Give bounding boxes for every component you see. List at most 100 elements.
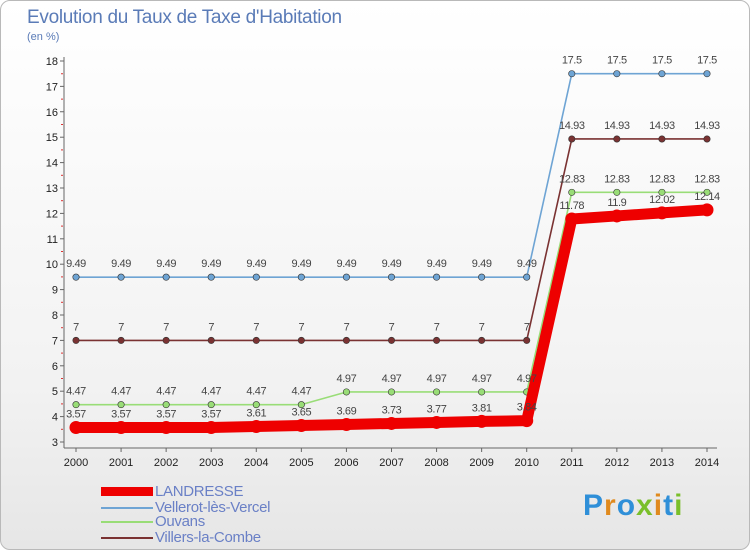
x-tick-label: 2009 — [469, 457, 493, 469]
series-point-2 — [703, 188, 711, 196]
data-label-0: 3.65 — [291, 406, 311, 418]
y-tick-label: 12 — [46, 208, 58, 220]
y-tick-label: 6 — [52, 361, 58, 373]
series-point-1 — [613, 70, 621, 78]
series-point-1 — [162, 273, 170, 281]
series-point-0 — [610, 209, 624, 223]
series-point-0 — [700, 203, 714, 217]
series-point-2 — [252, 401, 260, 409]
data-label-2: 4.97 — [382, 373, 402, 385]
x-tick-label: 2011 — [560, 457, 584, 469]
legend-swatch — [101, 507, 153, 509]
x-tick-label: 2013 — [650, 457, 674, 469]
series-point-2 — [568, 188, 576, 196]
data-label-3: 14.93 — [604, 120, 630, 132]
y-tick-label: 17 — [46, 81, 58, 93]
logo-letter: o — [616, 489, 637, 522]
series-point-3 — [252, 336, 260, 344]
y-tick-label: 10 — [46, 259, 58, 271]
series-point-0 — [520, 414, 534, 428]
x-tick-label: 2012 — [605, 457, 629, 469]
series-point-2 — [207, 401, 215, 409]
data-label-3: 7 — [389, 321, 395, 333]
series-point-3 — [207, 336, 215, 344]
series-point-2 — [162, 401, 170, 409]
x-tick-label: 2010 — [514, 457, 538, 469]
series-point-1 — [207, 273, 215, 281]
series-point-0 — [294, 418, 308, 432]
series-point-3 — [117, 336, 125, 344]
series-point-3 — [568, 135, 576, 143]
series-point-2 — [658, 188, 666, 196]
series-point-1 — [117, 273, 125, 281]
data-label-3: 14.93 — [694, 120, 720, 132]
data-label-0: 3.84 — [517, 402, 537, 414]
data-label-3: 7 — [434, 321, 440, 333]
chart-title: Evolution du Taux de Taxe d'Habitation — [27, 7, 342, 28]
data-label-0: 12.02 — [649, 194, 675, 206]
data-label-0: 3.57 — [66, 409, 86, 421]
data-label-2: 12.83 — [649, 173, 675, 185]
data-label-3: 7 — [73, 321, 79, 333]
y-tick-label: 5 — [52, 386, 58, 398]
series-point-0 — [565, 212, 579, 226]
data-label-1: 9.49 — [382, 258, 402, 270]
series-point-1 — [703, 70, 711, 78]
data-label-3: 7 — [298, 321, 304, 333]
legend-swatch — [101, 521, 153, 523]
logo-letter: i — [653, 489, 664, 522]
line-chart: 3 4 5 6 7 8 9 10 11 12 13 14 15 16 17 18 2000 2001 2002 200… — [46, 55, 721, 469]
series-point-3 — [162, 336, 170, 344]
series-point-1 — [523, 273, 531, 281]
legend-label: Villers-la-Combe — [155, 529, 261, 546]
series-point-1 — [478, 273, 486, 281]
data-label-1: 9.49 — [111, 258, 131, 270]
series-point-2 — [387, 388, 395, 396]
x-tick-label: 2005 — [289, 457, 313, 469]
series-point-0 — [114, 421, 128, 435]
series-point-2 — [478, 388, 486, 396]
series-point-3 — [433, 336, 441, 344]
x-tick-label: 2014 — [695, 457, 719, 469]
series-point-0 — [204, 421, 218, 435]
series-point-0 — [430, 415, 444, 429]
data-label-1: 17.5 — [697, 55, 717, 67]
data-label-0: 12.14 — [694, 191, 720, 203]
series-point-3 — [523, 336, 531, 344]
x-tick-label: 2000 — [64, 457, 88, 469]
series-point-3 — [72, 336, 80, 344]
data-label-0: 11.78 — [559, 200, 584, 212]
y-tick-label: 16 — [46, 107, 58, 119]
series-point-3 — [387, 336, 395, 344]
data-label-0: 3.57 — [201, 409, 221, 421]
y-tick-label: 14 — [46, 158, 58, 170]
y-tick-label: 13 — [46, 183, 58, 195]
data-label-1: 17.5 — [652, 55, 672, 67]
series-point-3 — [478, 336, 486, 344]
y-axis-unit: (en %) — [27, 31, 60, 43]
series-point-1 — [342, 273, 350, 281]
x-tick-label: 2006 — [334, 457, 358, 469]
series-point-2 — [297, 401, 305, 409]
data-label-0: 3.73 — [382, 404, 402, 416]
data-label-3: 14.93 — [649, 120, 675, 132]
data-label-2: 4.97 — [517, 373, 537, 385]
data-label-0: 3.77 — [427, 403, 447, 415]
y-tick-label: 18 — [46, 56, 58, 68]
data-label-2: 4.47 — [291, 386, 311, 398]
y-tick-label: 7 — [52, 335, 58, 347]
data-label-2: 4.97 — [472, 373, 492, 385]
data-label-3: 7 — [524, 321, 530, 333]
series-line-3 — [75, 138, 708, 342]
data-label-1: 9.49 — [427, 258, 447, 270]
y-tick-label: 15 — [46, 132, 58, 144]
legend-swatch — [101, 537, 153, 539]
series-point-0 — [655, 206, 669, 220]
x-tick-label: 2001 — [109, 457, 133, 469]
data-label-0: 3.81 — [472, 402, 492, 414]
data-label-3: 7 — [253, 321, 259, 333]
data-label-2: 4.47 — [201, 386, 221, 398]
series-point-2 — [613, 188, 621, 196]
x-tick-label: 2003 — [199, 457, 223, 469]
data-label-2: 12.83 — [559, 173, 585, 185]
